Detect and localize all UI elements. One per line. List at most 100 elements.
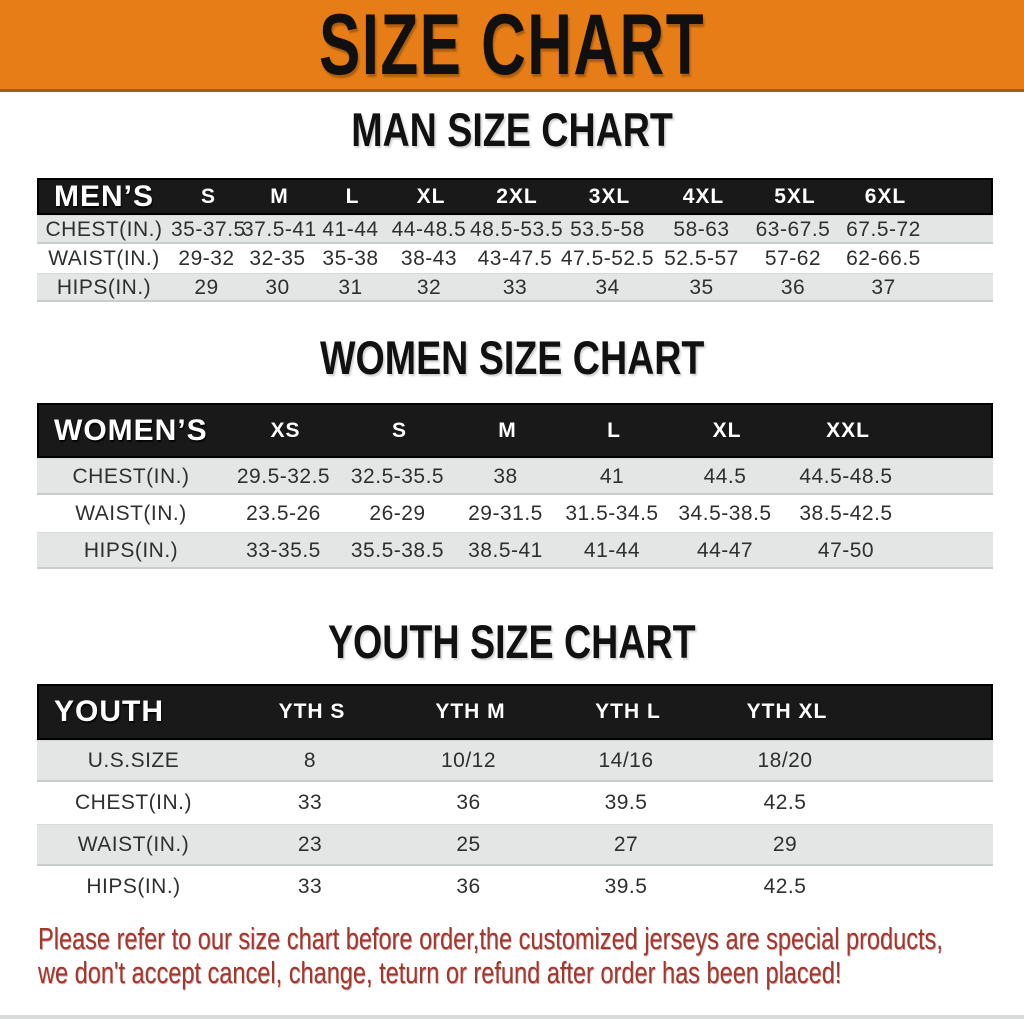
table-row: CHEST(IN.) 35-37.5 37.5-41 41-44 44-48.5… [37,215,993,244]
size-column-header: XXL [826,418,870,442]
size-cell: 23 [297,833,323,856]
size-column-header: YTH M [435,700,506,723]
size-cell: 44.5 [703,464,747,488]
size-cell: 41-44 [583,538,641,562]
measurement-label: WAIST(IN.) [48,246,160,270]
womens-table-header-row: WOMEN’S XS S M L XL XXL [37,403,993,458]
size-cell: 33 [297,791,323,814]
size-cell: 34.5-38.5 [678,501,772,525]
measurement-label: U.S.SIZE [87,749,180,772]
youth-table-header-row: YOUTH YTH S YTH M YTH L YTH XL [37,684,993,740]
measurement-label: CHEST(IN.) [75,791,192,814]
measurement-label: CHEST(IN.) [72,464,190,488]
measurement-label: WAIST(IN.) [77,833,190,856]
measurement-label: CHEST(IN.) [45,217,163,241]
size-cell: 8 [303,749,317,772]
size-cell: 23.5-26 [246,501,321,525]
size-column-header: 4XL [682,185,725,208]
youth-size-table: YOUTH YTH S YTH M YTH L YTH XL U.S.SIZE … [37,684,993,908]
youth-header-label: YOUTH [54,695,164,728]
size-cell: 31 [338,275,363,299]
size-cell: 67.5-72 [846,217,921,241]
size-column-header: XL [712,418,742,442]
size-column-header: YTH XL [746,700,828,723]
mens-header-label: MEN’S [54,180,155,213]
youth-section-heading: YOUTH SIZE CHART [0,618,1024,666]
size-cell: 39.5 [604,791,648,814]
table-row: WAIST(IN.) 23.5-26 26-29 29-31.5 31.5-34… [37,495,993,532]
size-cell: 30 [265,275,290,299]
page-title: SIZE CHART [319,0,705,93]
table-row: HIPS(IN.) 29 30 31 32 33 34 35 36 37 [37,273,993,302]
mens-size-table: MEN’S S M L XL 2XL 3XL 4XL 5XL 6XL CHEST… [37,178,993,302]
size-cell: 41-44 [322,217,379,241]
size-cell: 53.5-58 [570,217,645,241]
table-row: CHEST(IN.) 29.5-32.5 32.5-35.5 38 41 44.… [37,458,993,495]
man-section-heading: MAN SIZE CHART [0,106,1024,154]
size-cell: 10/12 [440,749,497,772]
size-cell: 18/20 [757,749,813,772]
size-cell: 41 [599,464,625,488]
table-row: HIPS(IN.) 33-35.5 35.5-38.5 38.5-41 41-4… [37,532,993,569]
womens-header-label: WOMEN’S [54,413,208,447]
size-cell: 26-29 [369,501,426,525]
size-cell: 32 [416,275,442,299]
size-cell: 33-35.5 [246,538,321,562]
size-cell: 47-50 [817,538,875,562]
size-cell: 57-62 [764,246,822,270]
size-column-header: S [200,185,216,208]
size-cell: 29-31.5 [468,501,543,525]
size-cell: 36 [456,791,481,814]
size-cell: 38 [493,464,518,488]
size-cell: 35-37.5 [171,217,246,241]
measurement-label: HIPS(IN.) [83,538,179,562]
size-cell: 25 [456,833,481,856]
size-cell: 32.5-35.5 [350,464,445,488]
table-row: CHEST(IN.) 33 36 39.5 42.5 [37,782,993,824]
women-section-heading-text: WOMEN SIZE CHART [319,331,705,384]
size-column-header: M [498,418,517,442]
size-cell: 29-32 [178,246,235,270]
size-cell: 43-47.5 [477,246,553,270]
size-cell: 62-66.5 [846,246,921,270]
size-cell: 33 [297,875,323,898]
size-cell: 38.5-42.5 [799,501,893,525]
size-cell: 37 [871,275,896,299]
size-cell: 38-43 [400,246,458,270]
size-cell: 29.5-32.5 [236,464,331,488]
size-cell: 44-48.5 [391,217,467,241]
size-cell: 31.5-34.5 [565,501,659,525]
size-cell: 52.5-57 [664,246,739,270]
size-cell: 29 [772,833,798,856]
size-cell: 32-35 [249,246,306,270]
size-cell: 33 [502,275,528,299]
size-column-header: 3XL [588,185,631,208]
size-cell: 35 [689,275,714,299]
measurement-label: WAIST(IN.) [75,501,187,525]
size-cell: 37.5-41 [242,217,317,241]
size-cell: 44-47 [696,538,754,562]
size-cell: 29 [194,275,219,299]
size-column-header: S [391,418,407,442]
size-column-header: 6XL [864,185,907,208]
size-cell: 44.5-48.5 [799,464,893,488]
table-row: U.S.SIZE 8 10/12 14/16 18/20 [37,740,993,782]
size-cell: 35-38 [322,246,379,270]
size-column-header: L [607,418,621,442]
table-row: HIPS(IN.) 33 36 39.5 42.5 [37,866,993,908]
size-cell: 14/16 [598,749,654,772]
size-cell: 35.5-38.5 [350,538,445,562]
man-section-heading-text: MAN SIZE CHART [351,103,673,156]
size-cell: 39.5 [604,875,648,898]
size-cell: 42.5 [763,875,807,898]
size-cell: 34 [595,275,620,299]
size-cell: 58-63 [673,217,730,241]
size-chart-banner: SIZE CHART [0,0,1024,92]
size-column-header: M [270,185,289,208]
table-row: WAIST(IN.) 23 25 27 29 [37,824,993,866]
size-cell: 38.5-41 [468,538,543,562]
size-cell: 47.5-52.5 [560,246,655,270]
size-column-header: 5XL [774,185,816,208]
youth-section-heading-text: YOUTH SIZE CHART [328,615,696,668]
size-column-header: L [345,185,360,208]
